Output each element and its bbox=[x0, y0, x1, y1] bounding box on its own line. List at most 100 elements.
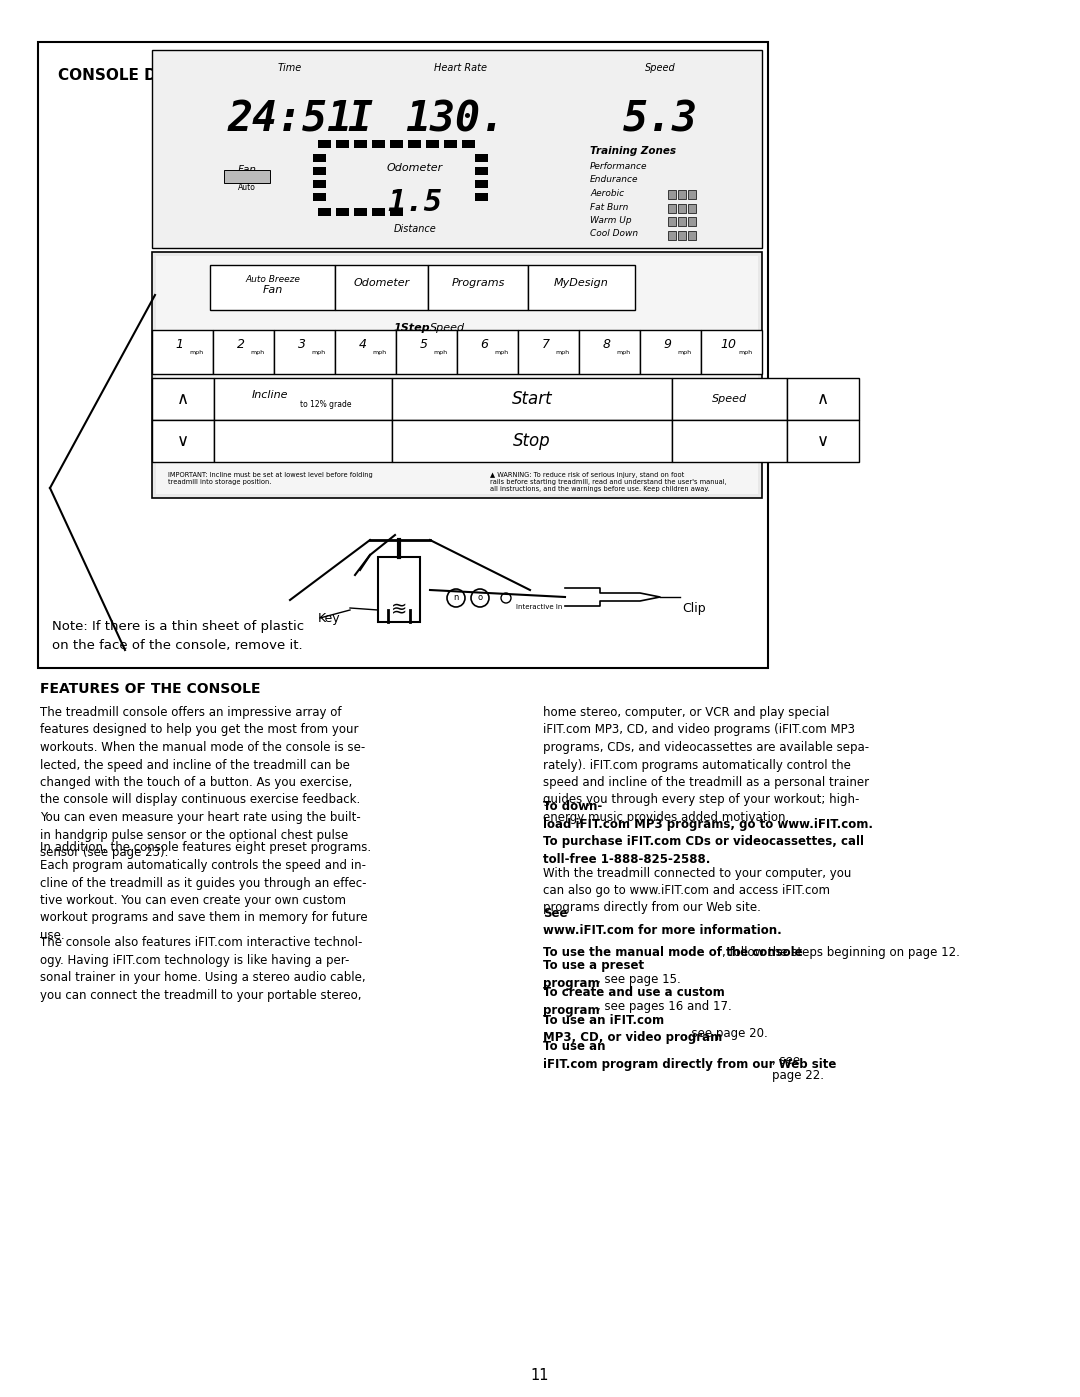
Text: With the treadmill connected to your computer, you
can also go to www.iFIT.com a: With the treadmill connected to your com… bbox=[543, 866, 851, 915]
Text: Note: If there is a thin sheet of plastic
on the face of the console, remove it.: Note: If there is a thin sheet of plasti… bbox=[52, 620, 305, 652]
Bar bbox=[213, 330, 274, 374]
Text: 6: 6 bbox=[481, 338, 488, 351]
Bar bbox=[152, 379, 214, 420]
Bar bbox=[672, 379, 787, 420]
Text: Training Zones: Training Zones bbox=[590, 147, 676, 156]
Bar bbox=[688, 231, 696, 239]
Text: Heart Rate: Heart Rate bbox=[433, 63, 486, 73]
Bar bbox=[390, 140, 403, 148]
Text: ∧: ∧ bbox=[816, 390, 829, 408]
Bar bbox=[688, 204, 696, 212]
Text: mph: mph bbox=[433, 351, 447, 355]
Polygon shape bbox=[565, 588, 660, 606]
Text: , see
page 22.: , see page 22. bbox=[771, 1053, 824, 1083]
Text: Warm Up: Warm Up bbox=[590, 217, 632, 225]
Text: The treadmill console offers an impressive array of
features designed to help yo: The treadmill console offers an impressi… bbox=[40, 705, 365, 859]
Text: home stereo, computer, or VCR and play special
iFIT.com MP3, CD, and video progr: home stereo, computer, or VCR and play s… bbox=[543, 705, 869, 824]
Text: 11: 11 bbox=[530, 1368, 550, 1383]
Bar bbox=[318, 208, 330, 217]
Bar bbox=[392, 379, 672, 420]
Text: 24:51: 24:51 bbox=[228, 98, 352, 140]
Text: mph: mph bbox=[311, 351, 326, 355]
Text: mph: mph bbox=[373, 351, 387, 355]
Text: ∧: ∧ bbox=[177, 390, 189, 408]
Bar bbox=[274, 330, 335, 374]
Bar bbox=[313, 180, 326, 189]
Text: mph: mph bbox=[251, 351, 265, 355]
Text: To use the manual mode of the console: To use the manual mode of the console bbox=[543, 946, 802, 958]
Text: Incline: Incline bbox=[252, 390, 288, 400]
Text: Speed: Speed bbox=[430, 323, 465, 332]
Bar bbox=[318, 140, 330, 148]
Text: Programs: Programs bbox=[451, 278, 504, 288]
Bar bbox=[475, 193, 488, 201]
Text: mph: mph bbox=[495, 351, 509, 355]
Text: 3: 3 bbox=[297, 338, 306, 351]
Text: IMPORTANT: Incline must be set at lowest level before folding
treadmill into sto: IMPORTANT: Incline must be set at lowest… bbox=[168, 472, 373, 485]
Text: mph: mph bbox=[677, 351, 691, 355]
Text: To down-
load iFIT.com MP3 programs, go to www.iFIT.com.
To purchase iFIT.com CD: To down- load iFIT.com MP3 programs, go … bbox=[543, 800, 873, 866]
Bar bbox=[669, 190, 676, 198]
Text: See
www.iFIT.com for more information.: See www.iFIT.com for more information. bbox=[543, 907, 782, 937]
Text: 130.: 130. bbox=[405, 98, 505, 140]
Text: mph: mph bbox=[617, 351, 631, 355]
Bar bbox=[354, 208, 367, 217]
Bar bbox=[396, 330, 457, 374]
Bar bbox=[475, 180, 488, 189]
Bar bbox=[156, 256, 758, 495]
Text: mph: mph bbox=[555, 351, 569, 355]
Bar bbox=[335, 330, 396, 374]
Bar bbox=[214, 420, 392, 462]
Bar bbox=[669, 217, 676, 226]
Text: 10: 10 bbox=[720, 338, 737, 351]
Bar bbox=[313, 193, 326, 201]
Text: 2: 2 bbox=[237, 338, 244, 351]
Bar bbox=[444, 140, 457, 148]
Bar bbox=[678, 231, 686, 239]
Text: CONSOLE DIAGRAM: CONSOLE DIAGRAM bbox=[58, 68, 226, 82]
Text: To use an iFIT.com
MP3, CD, or video program: To use an iFIT.com MP3, CD, or video pro… bbox=[543, 1013, 723, 1044]
Bar bbox=[336, 140, 349, 148]
Text: Cool Down: Cool Down bbox=[590, 229, 638, 239]
Bar bbox=[678, 217, 686, 226]
Text: 1.5: 1.5 bbox=[388, 189, 443, 217]
Text: 5.3: 5.3 bbox=[622, 98, 698, 140]
Text: Speed: Speed bbox=[712, 394, 746, 404]
Bar bbox=[678, 190, 686, 198]
Text: Fan: Fan bbox=[262, 285, 283, 295]
Bar bbox=[787, 379, 859, 420]
Text: 1: 1 bbox=[175, 338, 184, 351]
Bar bbox=[428, 265, 528, 310]
Text: Auto: Auto bbox=[238, 183, 256, 191]
Bar bbox=[390, 208, 403, 217]
Bar bbox=[426, 140, 438, 148]
Bar bbox=[38, 42, 768, 668]
Bar bbox=[457, 330, 518, 374]
Text: n: n bbox=[454, 594, 459, 602]
Text: ∨: ∨ bbox=[816, 432, 829, 450]
Bar bbox=[392, 420, 672, 462]
Bar bbox=[152, 420, 214, 462]
Text: ∨: ∨ bbox=[177, 432, 189, 450]
Text: Auto Breeze: Auto Breeze bbox=[245, 275, 300, 284]
Bar bbox=[528, 265, 635, 310]
Text: Distance: Distance bbox=[393, 224, 436, 235]
Text: In addition, the console features eight preset programs.
Each program automatica: In addition, the console features eight … bbox=[40, 841, 372, 942]
Text: Performance: Performance bbox=[590, 162, 648, 170]
Text: Fan: Fan bbox=[238, 165, 257, 175]
Text: mph: mph bbox=[739, 351, 753, 355]
Text: I: I bbox=[348, 98, 373, 140]
Bar bbox=[640, 330, 701, 374]
Bar bbox=[672, 420, 787, 462]
Bar bbox=[462, 140, 475, 148]
Text: mph: mph bbox=[189, 351, 204, 355]
Text: 1Step: 1Step bbox=[393, 323, 430, 332]
Bar bbox=[678, 204, 686, 212]
Bar bbox=[336, 208, 349, 217]
Text: , see pages 16 and 17.: , see pages 16 and 17. bbox=[597, 1000, 732, 1013]
Bar bbox=[313, 154, 326, 162]
Bar bbox=[214, 379, 392, 420]
Text: to 12% grade: to 12% grade bbox=[300, 400, 351, 409]
Text: 7: 7 bbox=[541, 338, 550, 351]
Bar bbox=[152, 50, 762, 249]
